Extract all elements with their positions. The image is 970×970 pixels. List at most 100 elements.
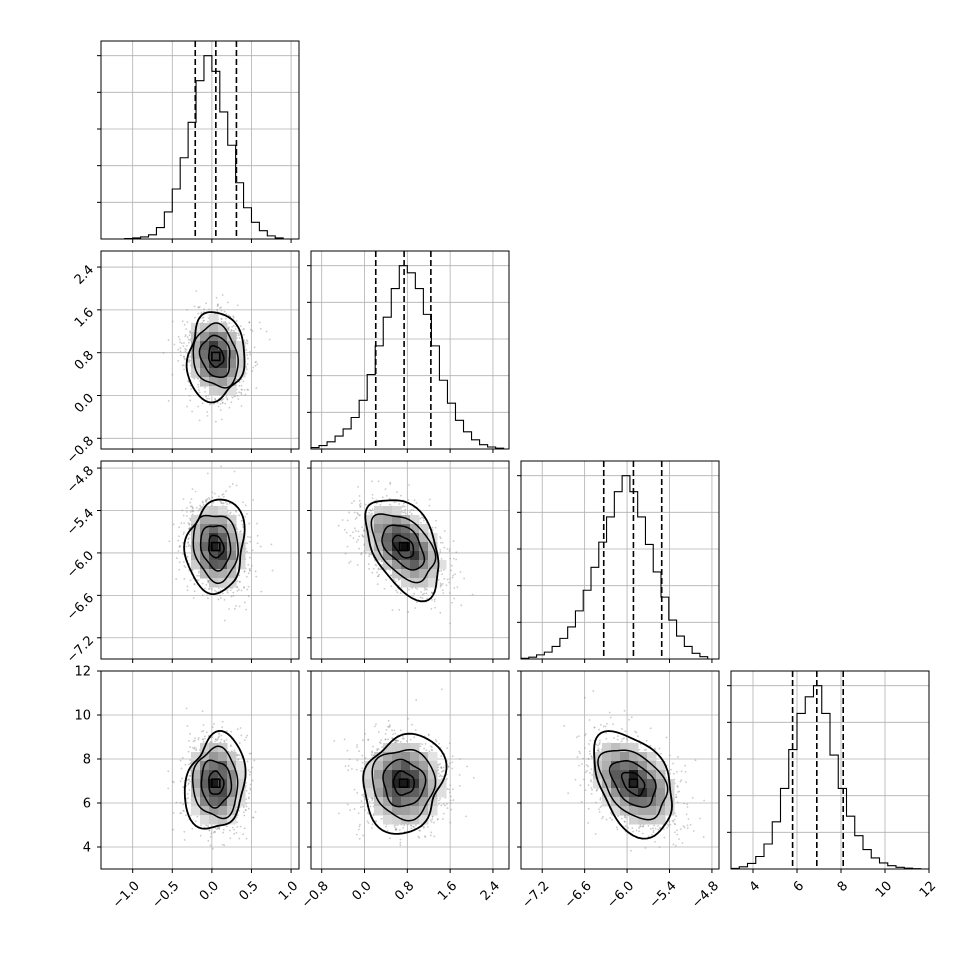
scatter-point (214, 420, 217, 423)
scatter-point (358, 547, 361, 550)
scatter-point (182, 786, 185, 789)
scatter-point (449, 622, 451, 625)
density-bin (209, 815, 219, 825)
scatter-point (667, 823, 669, 826)
scatter-point (404, 508, 407, 511)
density-bin (629, 761, 639, 771)
density-bin (374, 542, 384, 552)
density-bin (611, 752, 621, 762)
scatter-point (189, 510, 192, 513)
scatter-point (446, 788, 449, 790)
scatter-point (595, 743, 598, 746)
scatter-point (243, 601, 246, 604)
scatter-point (238, 588, 240, 591)
scatter-point (237, 759, 239, 761)
density-bin (593, 779, 603, 789)
scatter-point (389, 481, 392, 484)
density-bin (620, 752, 630, 762)
scatter-point (625, 737, 628, 740)
scatter-point (600, 804, 603, 807)
scatter-point (251, 330, 254, 332)
scatter-point (413, 592, 416, 595)
scatter-point (412, 825, 415, 828)
density-bin (374, 806, 384, 816)
scatter-point (353, 808, 356, 810)
scatter-point (361, 761, 364, 764)
scatter-point (448, 592, 451, 594)
density-bin (209, 359, 219, 369)
density-bin (365, 515, 375, 525)
density-bin (401, 788, 411, 798)
scatter-point (371, 497, 374, 500)
scatter-point (652, 829, 655, 832)
scatter-point (393, 579, 396, 581)
contour-1 (382, 758, 427, 808)
y-tick-label: 8 (83, 753, 91, 768)
y-tick-label: −6.6 (64, 591, 97, 624)
scatter-point (237, 332, 240, 335)
scatter-point (401, 737, 404, 740)
scatter-point (247, 536, 249, 538)
scatter-point (436, 818, 439, 821)
scatter-point (189, 364, 192, 367)
scatter-point (358, 499, 361, 502)
scatter-point (182, 809, 184, 812)
scatter-point (371, 512, 373, 515)
scatter-point (620, 740, 623, 743)
scatter-point (676, 829, 678, 832)
scatter-point (437, 772, 440, 775)
scatter-point (239, 325, 242, 328)
scatter-point (588, 750, 591, 753)
scatter-point (451, 761, 454, 764)
scatter-point (391, 737, 394, 740)
density-bin (602, 770, 612, 780)
scatter-point (429, 745, 432, 748)
scatter-point (584, 696, 586, 699)
density-bin (401, 797, 411, 807)
scatter-point (645, 739, 648, 742)
scatter-point (398, 503, 401, 505)
scatter-point (199, 834, 202, 837)
scatter-point (201, 500, 204, 503)
scatter-point (677, 791, 679, 793)
density-bin (209, 560, 219, 570)
scatter-point (213, 402, 215, 405)
scatter-point (187, 522, 190, 524)
scatter-point (416, 587, 419, 590)
scatter-point (605, 737, 608, 740)
scatter-point (181, 756, 184, 759)
scatter-point (247, 796, 250, 799)
scatter-point (236, 528, 239, 531)
scatter-point (403, 505, 406, 508)
scatter-point (563, 724, 566, 727)
scatter-point (198, 391, 201, 394)
scatter-point (609, 817, 612, 819)
scatter-point (357, 538, 359, 541)
scatter-point (377, 568, 380, 571)
scatter-point (397, 578, 400, 581)
scatter-point (672, 820, 675, 823)
scatter-point (246, 588, 249, 591)
scatter-point (228, 502, 231, 505)
scatter-point (220, 738, 223, 741)
scatter-point (236, 586, 238, 588)
scatter-point (186, 308, 188, 311)
scatter-point (419, 742, 421, 745)
scatter-point (210, 832, 213, 835)
y-tick-label: −0.8 (64, 434, 97, 467)
scatter-point (354, 518, 357, 520)
scatter-point (214, 831, 217, 833)
contour-0 (208, 770, 225, 795)
scatter-point (450, 564, 453, 567)
histogram-panel-0 (97, 40, 300, 240)
density-bin (236, 533, 246, 543)
scatter-point (361, 767, 364, 770)
scatter-point (423, 592, 425, 595)
scatter-point (348, 758, 351, 761)
scatter-point (433, 821, 435, 824)
x-tick-label: −0.5 (150, 879, 183, 912)
scatter-point (219, 307, 221, 310)
density-bin (200, 377, 210, 387)
scatter-point (391, 729, 393, 732)
scatter-point (396, 824, 399, 826)
